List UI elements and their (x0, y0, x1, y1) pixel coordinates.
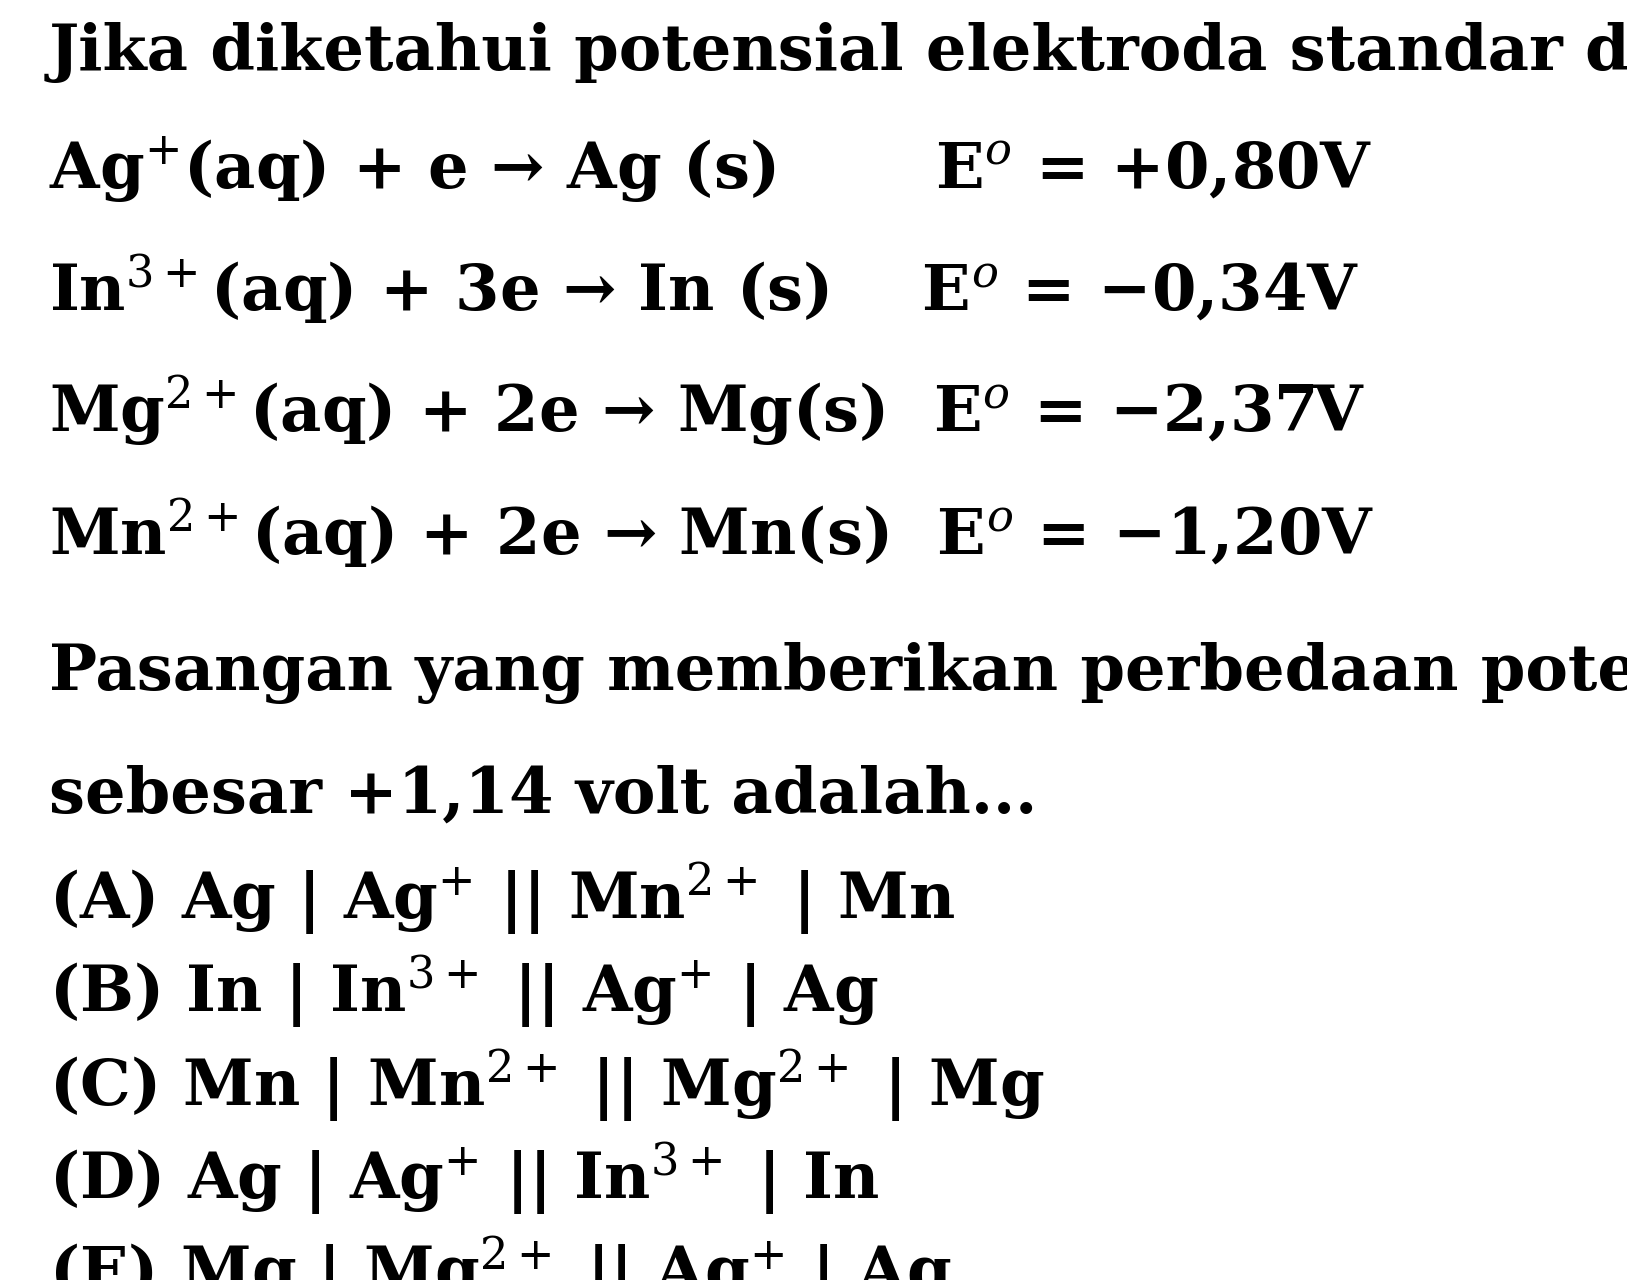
Text: (C) Mn | Mn$^{2+}$ || Mg$^{2+}$ | Mg: (C) Mn | Mn$^{2+}$ || Mg$^{2+}$ | Mg (49, 1047, 1045, 1124)
Text: Pasangan yang memberikan perbedaan potensial: Pasangan yang memberikan perbedaan poten… (49, 643, 1627, 704)
Text: (A) Ag | Ag$^{+}$ || Mn$^{2+}$ | Mn: (A) Ag | Ag$^{+}$ || Mn$^{2+}$ | Mn (49, 860, 955, 937)
Text: (E) Mg | Mg$^{2+}$ || Ag$^{+}$ | Ag: (E) Mg | Mg$^{2+}$ || Ag$^{+}$ | Ag (49, 1234, 952, 1280)
Text: (D) Ag | Ag$^{+}$ || In$^{3+}$ | In: (D) Ag | Ag$^{+}$ || In$^{3+}$ | In (49, 1140, 880, 1217)
Text: Mn$^{2+}$(aq) + 2e → Mn(s)  E$^{o}$ = −1,20V: Mn$^{2+}$(aq) + 2e → Mn(s) E$^{o}$ = −1,… (49, 495, 1375, 570)
Text: In$^{3+}$(aq) + 3e → In (s)    E$^{o}$ = −0,34V: In$^{3+}$(aq) + 3e → In (s) E$^{o}$ = −0… (49, 252, 1359, 326)
Text: (B) In | In$^{3+}$ || Ag$^{+}$ | Ag: (B) In | In$^{3+}$ || Ag$^{+}$ | Ag (49, 954, 879, 1030)
Text: sebesar +1,14 volt adalah...: sebesar +1,14 volt adalah... (49, 764, 1036, 826)
Text: Mg$^{2+}$(aq) + 2e → Mg(s)  E$^{o}$ = −2,37V: Mg$^{2+}$(aq) + 2e → Mg(s) E$^{o}$ = −2,… (49, 374, 1365, 448)
Text: Ag$^{+}$(aq) + e → Ag (s)       E$^{o}$ = +0,80V: Ag$^{+}$(aq) + e → Ag (s) E$^{o}$ = +0,8… (49, 136, 1372, 205)
Text: Jika diketahui potensial elektroda standar dari:: Jika diketahui potensial elektroda stand… (49, 22, 1627, 83)
